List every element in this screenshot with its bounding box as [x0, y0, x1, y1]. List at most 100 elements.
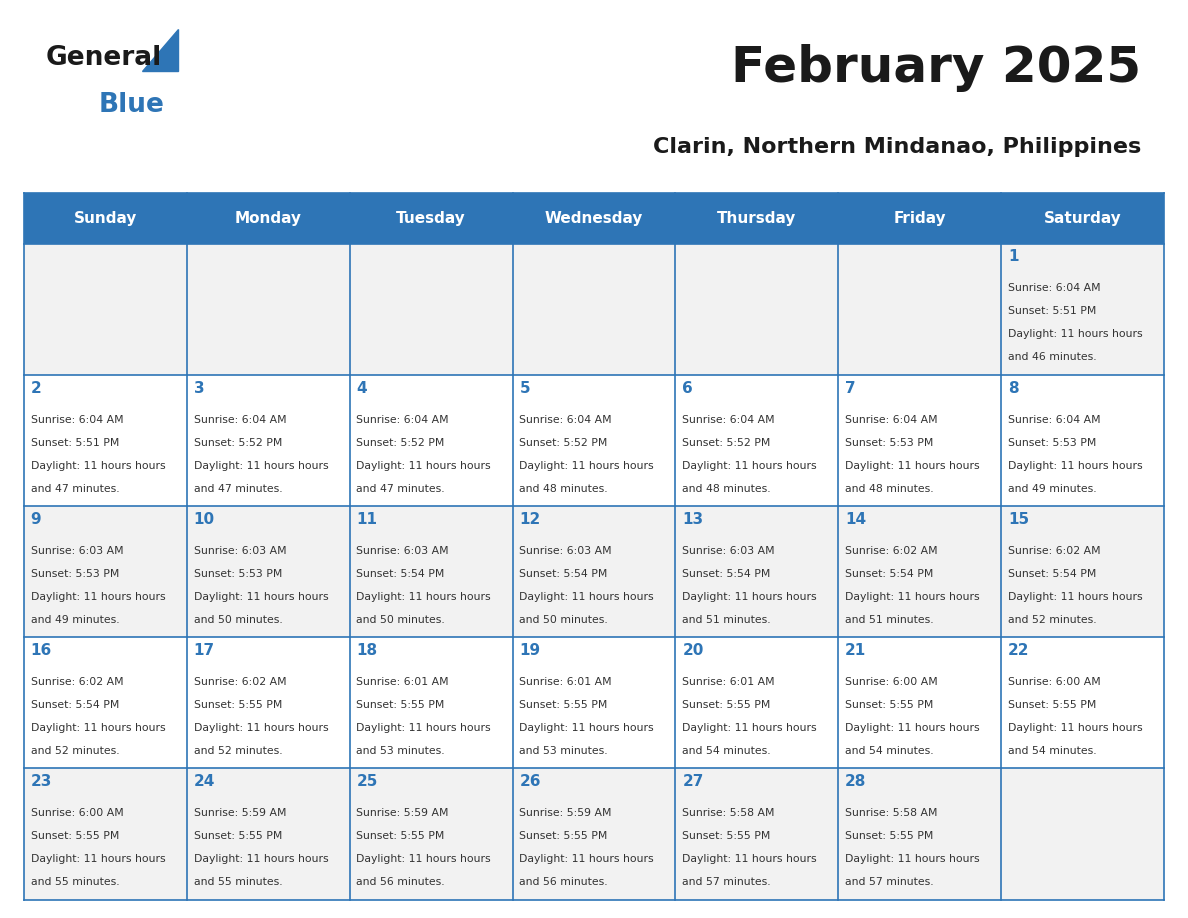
Text: Monday: Monday: [235, 211, 302, 226]
Text: 14: 14: [845, 511, 866, 527]
FancyBboxPatch shape: [187, 375, 349, 506]
Text: Daylight: 11 hours hours: Daylight: 11 hours hours: [1009, 723, 1143, 733]
FancyBboxPatch shape: [676, 637, 839, 768]
Polygon shape: [143, 29, 178, 71]
FancyBboxPatch shape: [512, 768, 676, 900]
FancyBboxPatch shape: [1001, 637, 1164, 768]
Text: and 48 minutes.: and 48 minutes.: [682, 484, 771, 494]
Text: Daylight: 11 hours hours: Daylight: 11 hours hours: [31, 592, 165, 601]
Text: Thursday: Thursday: [718, 211, 797, 226]
Text: Sunrise: 6:04 AM: Sunrise: 6:04 AM: [682, 415, 775, 425]
Text: and 54 minutes.: and 54 minutes.: [1009, 746, 1097, 756]
FancyBboxPatch shape: [24, 506, 187, 637]
Text: and 55 minutes.: and 55 minutes.: [31, 877, 119, 887]
Text: 19: 19: [519, 643, 541, 658]
Text: Daylight: 11 hours hours: Daylight: 11 hours hours: [31, 723, 165, 733]
Text: Daylight: 11 hours hours: Daylight: 11 hours hours: [845, 592, 980, 601]
FancyBboxPatch shape: [839, 506, 1001, 637]
Text: and 54 minutes.: and 54 minutes.: [682, 746, 771, 756]
Text: Wednesday: Wednesday: [545, 211, 643, 226]
Text: and 56 minutes.: and 56 minutes.: [356, 877, 446, 887]
Text: Sunrise: 6:04 AM: Sunrise: 6:04 AM: [519, 415, 612, 425]
Text: Sunrise: 6:00 AM: Sunrise: 6:00 AM: [1009, 677, 1101, 687]
FancyBboxPatch shape: [187, 193, 349, 243]
Text: Sunset: 5:54 PM: Sunset: 5:54 PM: [682, 569, 771, 578]
Text: Daylight: 11 hours hours: Daylight: 11 hours hours: [845, 854, 980, 864]
FancyBboxPatch shape: [676, 193, 839, 243]
Text: and 50 minutes.: and 50 minutes.: [519, 615, 608, 625]
FancyBboxPatch shape: [1001, 375, 1164, 506]
Text: and 53 minutes.: and 53 minutes.: [519, 746, 608, 756]
Text: Sunrise: 6:04 AM: Sunrise: 6:04 AM: [356, 415, 449, 425]
Text: Sunset: 5:55 PM: Sunset: 5:55 PM: [31, 831, 119, 841]
Text: and 48 minutes.: and 48 minutes.: [519, 484, 608, 494]
Text: Daylight: 11 hours hours: Daylight: 11 hours hours: [1009, 592, 1143, 601]
Text: Sunset: 5:55 PM: Sunset: 5:55 PM: [845, 831, 934, 841]
Text: Daylight: 11 hours hours: Daylight: 11 hours hours: [519, 723, 655, 733]
Text: Sunset: 5:55 PM: Sunset: 5:55 PM: [682, 700, 771, 710]
Text: 12: 12: [519, 511, 541, 527]
FancyBboxPatch shape: [1001, 193, 1164, 243]
Text: Sunrise: 6:01 AM: Sunrise: 6:01 AM: [519, 677, 612, 687]
Text: Sunrise: 6:03 AM: Sunrise: 6:03 AM: [682, 546, 775, 555]
Text: Daylight: 11 hours hours: Daylight: 11 hours hours: [519, 854, 655, 864]
Text: 10: 10: [194, 511, 215, 527]
Text: Sunset: 5:54 PM: Sunset: 5:54 PM: [845, 569, 934, 578]
Text: Sunset: 5:53 PM: Sunset: 5:53 PM: [1009, 438, 1097, 448]
Text: Sunset: 5:53 PM: Sunset: 5:53 PM: [31, 569, 119, 578]
Text: Daylight: 11 hours hours: Daylight: 11 hours hours: [356, 592, 491, 601]
FancyBboxPatch shape: [1001, 768, 1164, 900]
FancyBboxPatch shape: [349, 637, 512, 768]
Text: 23: 23: [31, 774, 52, 789]
Text: Sunrise: 5:59 AM: Sunrise: 5:59 AM: [519, 808, 612, 818]
Text: 15: 15: [1009, 511, 1029, 527]
Text: 18: 18: [356, 643, 378, 658]
FancyBboxPatch shape: [512, 193, 676, 243]
Text: Sunrise: 6:04 AM: Sunrise: 6:04 AM: [1009, 415, 1101, 425]
Text: Sunrise: 5:58 AM: Sunrise: 5:58 AM: [845, 808, 937, 818]
Text: 21: 21: [845, 643, 866, 658]
Text: Daylight: 11 hours hours: Daylight: 11 hours hours: [31, 461, 165, 471]
Text: and 46 minutes.: and 46 minutes.: [1009, 353, 1097, 363]
Text: 13: 13: [682, 511, 703, 527]
Text: 9: 9: [31, 511, 42, 527]
Text: Daylight: 11 hours hours: Daylight: 11 hours hours: [31, 854, 165, 864]
Text: 7: 7: [845, 381, 855, 396]
Text: 27: 27: [682, 774, 703, 789]
Text: and 47 minutes.: and 47 minutes.: [194, 484, 283, 494]
Text: 22: 22: [1009, 643, 1030, 658]
Text: and 49 minutes.: and 49 minutes.: [1009, 484, 1097, 494]
Text: and 48 minutes.: and 48 minutes.: [845, 484, 934, 494]
Text: Sunset: 5:55 PM: Sunset: 5:55 PM: [194, 831, 282, 841]
Text: Sunset: 5:52 PM: Sunset: 5:52 PM: [682, 438, 771, 448]
Text: Daylight: 11 hours hours: Daylight: 11 hours hours: [519, 461, 655, 471]
Text: 26: 26: [519, 774, 541, 789]
Text: Sunset: 5:51 PM: Sunset: 5:51 PM: [1009, 307, 1097, 317]
Text: Sunrise: 6:04 AM: Sunrise: 6:04 AM: [845, 415, 937, 425]
FancyBboxPatch shape: [1001, 243, 1164, 375]
Text: Sunrise: 6:03 AM: Sunrise: 6:03 AM: [31, 546, 124, 555]
Text: Daylight: 11 hours hours: Daylight: 11 hours hours: [1009, 461, 1143, 471]
Text: 16: 16: [31, 643, 52, 658]
Text: Sunday: Sunday: [74, 211, 137, 226]
FancyBboxPatch shape: [187, 768, 349, 900]
Text: Sunrise: 6:03 AM: Sunrise: 6:03 AM: [519, 546, 612, 555]
Text: 17: 17: [194, 643, 215, 658]
Text: Daylight: 11 hours hours: Daylight: 11 hours hours: [356, 854, 491, 864]
FancyBboxPatch shape: [676, 768, 839, 900]
Text: and 50 minutes.: and 50 minutes.: [356, 615, 446, 625]
Text: and 52 minutes.: and 52 minutes.: [194, 746, 283, 756]
Text: Tuesday: Tuesday: [397, 211, 466, 226]
FancyBboxPatch shape: [187, 243, 349, 375]
Text: Sunrise: 6:01 AM: Sunrise: 6:01 AM: [682, 677, 775, 687]
FancyBboxPatch shape: [512, 243, 676, 375]
Text: Daylight: 11 hours hours: Daylight: 11 hours hours: [194, 592, 328, 601]
Text: Sunset: 5:55 PM: Sunset: 5:55 PM: [1009, 700, 1097, 710]
Text: Daylight: 11 hours hours: Daylight: 11 hours hours: [519, 592, 655, 601]
Text: Sunrise: 6:04 AM: Sunrise: 6:04 AM: [1009, 284, 1101, 294]
Text: Daylight: 11 hours hours: Daylight: 11 hours hours: [845, 723, 980, 733]
Text: Friday: Friday: [893, 211, 946, 226]
FancyBboxPatch shape: [1001, 506, 1164, 637]
Text: Clarin, Northern Mindanao, Philippines: Clarin, Northern Mindanao, Philippines: [652, 138, 1140, 157]
Text: 28: 28: [845, 774, 866, 789]
